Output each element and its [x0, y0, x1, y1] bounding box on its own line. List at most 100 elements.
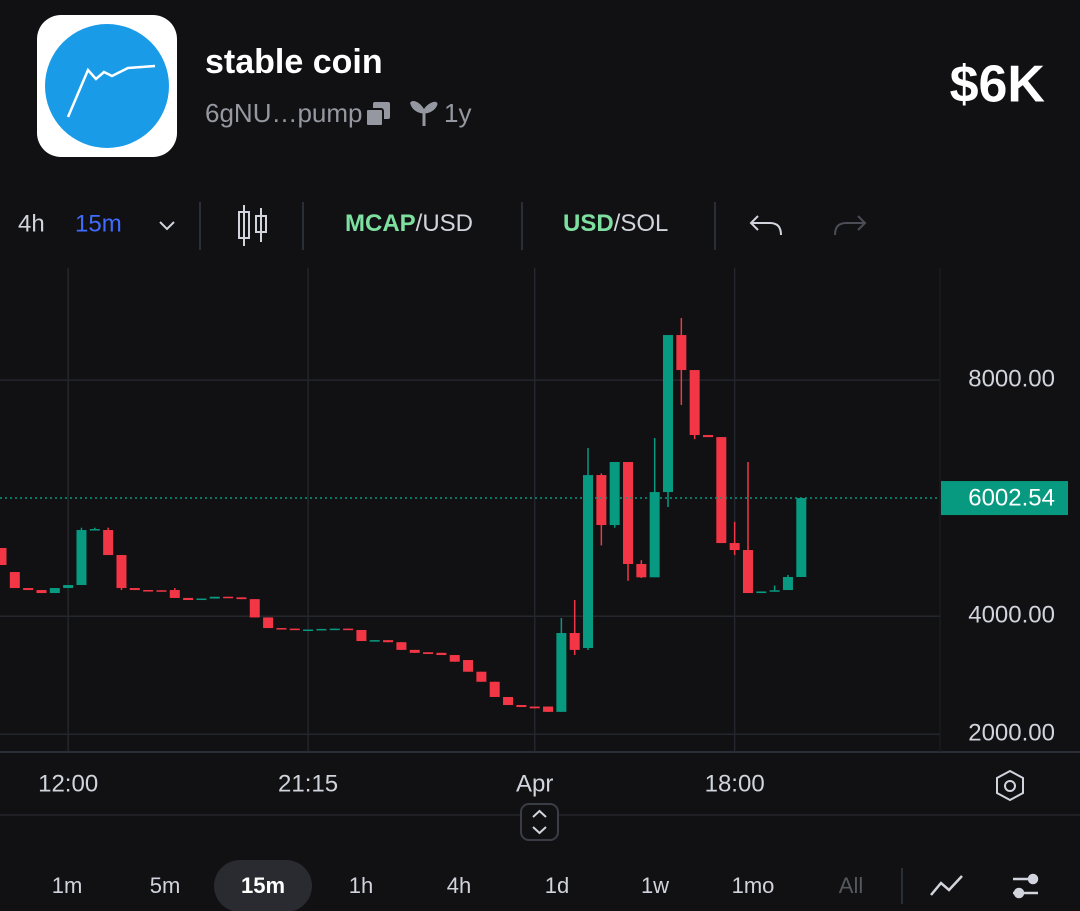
last-price-badge	[941, 481, 1068, 516]
candle-body	[423, 652, 434, 655]
mcap-label[interactable]: MCAP	[345, 210, 416, 237]
candle-body	[116, 555, 127, 589]
token-title: stable coin	[205, 43, 383, 81]
candle-body	[649, 492, 660, 578]
candle-body	[76, 530, 87, 586]
candle-body	[249, 599, 260, 618]
candle-body	[356, 629, 367, 642]
indicator-button[interactable]	[930, 875, 963, 896]
undo-button[interactable]	[749, 215, 782, 236]
dropdown-chevron[interactable]	[159, 221, 175, 231]
usd-label[interactable]: USD	[563, 210, 614, 237]
candle-body	[236, 597, 247, 600]
range-bar: 1m 5m 15m 1h 4h 1d 1w 1mo All	[52, 860, 863, 911]
x-tick-label: 18:00	[705, 770, 765, 797]
candle-body	[636, 564, 647, 578]
candle-body	[463, 660, 474, 672]
usd-quote[interactable]: /SOL	[614, 210, 669, 237]
candle-body	[609, 462, 620, 526]
candle-body	[263, 617, 274, 629]
candle-body	[143, 590, 154, 592]
range-option[interactable]: 1mo	[732, 873, 775, 898]
candle-body	[409, 649, 420, 653]
last-price-label: 6002.54	[968, 484, 1055, 511]
candle-body	[756, 591, 767, 594]
settings-sliders[interactable]	[1013, 873, 1039, 899]
candle-body	[0, 548, 7, 566]
candle-body	[489, 681, 500, 697]
resolution-button[interactable]: 15m	[75, 210, 122, 237]
range-option-selected-bg	[214, 860, 312, 911]
copy-icon[interactable]	[365, 102, 390, 127]
candle-body	[196, 598, 207, 601]
candle-body	[796, 498, 807, 577]
candle-body	[782, 576, 793, 591]
candle-body	[63, 585, 74, 589]
chart-type-button[interactable]	[238, 205, 267, 246]
candle-body	[36, 590, 47, 594]
range-option[interactable]: 15m	[241, 873, 285, 898]
candle-body	[49, 588, 60, 594]
token-icon	[37, 15, 177, 157]
candle-body	[303, 629, 314, 632]
candle-body	[729, 543, 740, 551]
candle-body	[383, 640, 394, 643]
expand-toggle[interactable]	[520, 803, 559, 841]
candle-body	[329, 628, 340, 631]
x-tick-label: 12:00	[38, 770, 98, 797]
candle-body	[663, 335, 673, 493]
age-icon	[410, 101, 438, 126]
toolbar-separators	[199, 202, 716, 250]
candle-body	[343, 628, 354, 631]
candle-body	[516, 705, 527, 708]
candle-body	[449, 655, 460, 662]
mcap-quote[interactable]: /USD	[416, 210, 473, 237]
y-tick-label: 8000.00	[968, 365, 1055, 392]
candle-body	[556, 633, 567, 712]
y-tick-label: 4000.00	[968, 602, 1055, 629]
redo-button[interactable]	[834, 215, 867, 236]
market-cap: $6K	[950, 56, 1046, 114]
candle-body	[369, 640, 380, 642]
candle-body	[183, 597, 194, 601]
candle-body	[476, 671, 487, 682]
candle-body	[209, 596, 220, 599]
interval-button[interactable]: 4h	[18, 210, 45, 237]
candle-body	[543, 706, 554, 712]
candle-body	[689, 370, 700, 436]
settings-button[interactable]	[996, 769, 1024, 802]
currency-toggle[interactable]: USD/SOL	[563, 210, 668, 237]
settings-button-center	[1004, 780, 1016, 792]
range-option[interactable]: 1d	[545, 873, 569, 898]
range-option[interactable]: 1h	[349, 873, 373, 898]
candle-body	[583, 475, 594, 648]
x-tick-label: Apr	[516, 770, 553, 797]
candle-body	[716, 437, 727, 544]
candle-body	[316, 628, 327, 631]
range-option[interactable]: All	[839, 873, 863, 898]
candle-body	[396, 642, 407, 650]
candle-body	[769, 590, 780, 592]
token-address: 6gNU…pump	[205, 98, 363, 128]
range-option[interactable]: 1w	[641, 873, 669, 898]
candle-body	[103, 530, 114, 556]
x-tick-label: 21:15	[278, 770, 338, 797]
range-option[interactable]: 4h	[447, 873, 471, 898]
candle-body	[129, 588, 140, 591]
y-tick-label: 2000.00	[968, 720, 1055, 747]
mcap-toggle[interactable]: MCAP/USD	[345, 210, 473, 237]
candle-body	[596, 475, 607, 526]
candle-body	[23, 588, 34, 591]
candle-body	[223, 596, 234, 599]
range-option[interactable]: 1m	[52, 873, 83, 898]
candle-body	[276, 628, 287, 630]
chart: 2000.00 4000.00 8000.00 12:00 21:15 Apr 18:00 6…	[0, 268, 1068, 797]
token-age: 1y	[444, 98, 471, 128]
range-option[interactable]: 5m	[150, 873, 181, 898]
candle-body	[623, 462, 634, 565]
candle-body	[89, 529, 100, 531]
candle-body	[289, 628, 300, 631]
candle-body	[676, 335, 687, 371]
